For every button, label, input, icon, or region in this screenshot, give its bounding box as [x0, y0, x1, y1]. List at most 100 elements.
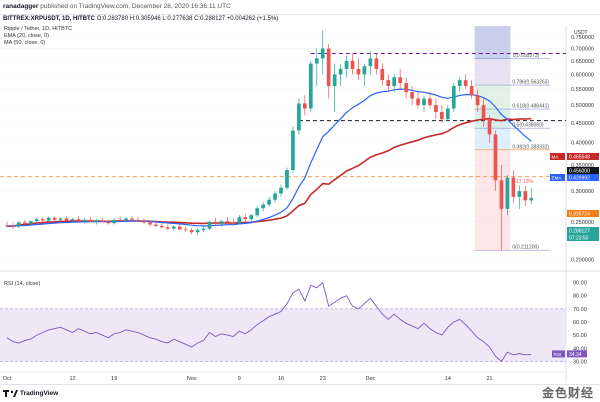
- candle-body[interactable]: [201, 228, 206, 231]
- author-name[interactable]: ranadagger: [3, 3, 39, 10]
- candle-body[interactable]: [338, 68, 343, 75]
- candle-body[interactable]: [332, 74, 337, 87]
- candle-body[interactable]: [344, 60, 349, 69]
- candle-body[interactable]: [523, 191, 528, 201]
- candle-body[interactable]: [350, 60, 355, 69]
- candle-body[interactable]: [368, 58, 373, 67]
- candle-body[interactable]: [463, 80, 468, 87]
- candle-body[interactable]: [189, 230, 194, 233]
- ma-legend[interactable]: MA (50, close, 0): [4, 40, 46, 46]
- candle-body[interactable]: [386, 80, 391, 87]
- candle-body[interactable]: [165, 227, 170, 229]
- candle-body[interactable]: [40, 219, 45, 221]
- candle-body[interactable]: [219, 221, 224, 224]
- candle-body[interactable]: [398, 77, 403, 84]
- candle-body[interactable]: [23, 222, 27, 224]
- candle-body[interactable]: [64, 218, 69, 221]
- candle-body[interactable]: [160, 225, 164, 228]
- candle-body[interactable]: [243, 217, 248, 220]
- candle-body[interactable]: [100, 220, 105, 222]
- candle-body[interactable]: [428, 98, 432, 106]
- candle-body[interactable]: [440, 111, 444, 120]
- candle-body[interactable]: [142, 221, 146, 223]
- candle-body[interactable]: [517, 191, 522, 197]
- candle-body[interactable]: [231, 222, 236, 224]
- candle-body[interactable]: [261, 204, 265, 209]
- candle-body[interactable]: [58, 218, 63, 220]
- candle-body[interactable]: [70, 219, 75, 221]
- candle-body[interactable]: [326, 48, 331, 87]
- percent-change-label: -17.13%: [514, 179, 533, 185]
- candle-body[interactable]: [11, 225, 15, 227]
- candle-body[interactable]: [177, 226, 182, 230]
- candle-body[interactable]: [374, 58, 379, 69]
- candle-body[interactable]: [511, 177, 516, 197]
- price-tag-label: 07:23:50: [569, 236, 589, 242]
- candle-body[interactable]: [404, 83, 408, 93]
- candle-body[interactable]: [499, 180, 504, 209]
- candle-body[interactable]: [28, 221, 33, 224]
- candle-body[interactable]: [410, 92, 414, 99]
- candle-body[interactable]: [303, 103, 307, 109]
- candle-body[interactable]: [475, 95, 480, 106]
- candle-body[interactable]: [34, 219, 39, 222]
- candle-body[interactable]: [362, 66, 367, 75]
- candle-body[interactable]: [106, 221, 111, 224]
- candle-body[interactable]: [195, 230, 200, 233]
- candle-body[interactable]: [314, 58, 319, 64]
- candle-body[interactable]: [136, 219, 140, 222]
- candle-body[interactable]: [112, 219, 117, 224]
- candle-body[interactable]: [481, 105, 486, 120]
- candle-body[interactable]: [255, 208, 260, 216]
- candle-body[interactable]: [225, 221, 230, 223]
- candle-body[interactable]: [273, 193, 277, 200]
- candle-body[interactable]: [285, 170, 289, 188]
- candle-body[interactable]: [297, 103, 301, 131]
- candle-body[interactable]: [249, 215, 254, 220]
- candle-body[interactable]: [320, 48, 325, 59]
- candle-body[interactable]: [46, 217, 51, 221]
- ema-legend[interactable]: EMA (20, close, 0): [4, 33, 49, 39]
- candle-body[interactable]: [171, 226, 176, 229]
- tradingview-brand[interactable]: TradingView: [20, 390, 59, 397]
- candle-body[interactable]: [52, 217, 57, 220]
- candle-body[interactable]: [422, 98, 426, 106]
- rsi-line[interactable]: [6, 281, 532, 363]
- candle-body[interactable]: [505, 177, 510, 209]
- candle-body[interactable]: [124, 218, 128, 221]
- candle-body[interactable]: [434, 105, 438, 112]
- candle-body[interactable]: [5, 225, 9, 227]
- candle-body[interactable]: [88, 219, 93, 222]
- candle-body[interactable]: [130, 218, 134, 220]
- candle-body[interactable]: [308, 63, 313, 109]
- candle-body[interactable]: [445, 108, 450, 120]
- candle-body[interactable]: [487, 119, 492, 135]
- candle-body[interactable]: [267, 199, 271, 205]
- candle-body[interactable]: [118, 219, 123, 221]
- candle-body[interactable]: [213, 221, 218, 224]
- candle-body[interactable]: [493, 134, 498, 181]
- candle-body[interactable]: [237, 217, 242, 224]
- candle-body[interactable]: [17, 222, 21, 227]
- candle-body[interactable]: [469, 86, 474, 96]
- candle-body[interactable]: [380, 68, 385, 81]
- candle-body[interactable]: [392, 77, 397, 87]
- rsi-legend[interactable]: RSI (14, close): [4, 281, 41, 287]
- candle-body[interactable]: [451, 86, 456, 109]
- candle-body[interactable]: [291, 130, 295, 171]
- ema-20-line[interactable]: [6, 88, 532, 227]
- candle-body[interactable]: [154, 224, 158, 226]
- candle-body[interactable]: [416, 98, 420, 106]
- candle-body[interactable]: [207, 221, 212, 229]
- candle-body[interactable]: [183, 229, 188, 231]
- rsi-tick-label: 90.00: [573, 281, 587, 287]
- candle-body[interactable]: [457, 80, 462, 87]
- candle-body[interactable]: [529, 197, 534, 201]
- candle-body[interactable]: [279, 187, 283, 194]
- candle-body[interactable]: [94, 220, 99, 222]
- candle-body[interactable]: [148, 222, 152, 225]
- candle-body[interactable]: [76, 219, 81, 222]
- candle-body[interactable]: [356, 68, 361, 75]
- candle-body[interactable]: [82, 219, 87, 222]
